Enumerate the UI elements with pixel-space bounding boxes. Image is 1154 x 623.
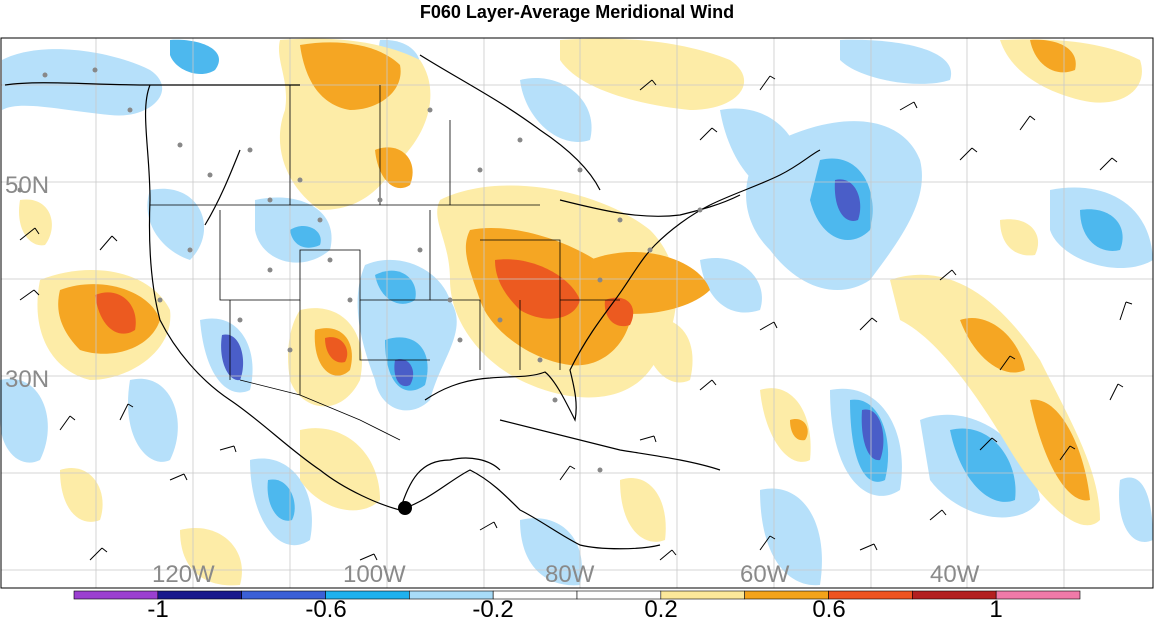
pos-region [1030,399,1090,501]
pos-region [375,147,413,189]
pos-region [560,38,745,110]
neg-region [357,259,457,411]
colorbar-swatch [912,590,997,600]
neg-region [760,488,822,586]
neg-region [1119,477,1153,542]
station-dots [17,67,703,473]
pos-region [495,259,580,319]
neg-region [1080,209,1123,251]
colorbar [73,590,1081,600]
neg-region [520,78,592,142]
political-borders [150,85,620,441]
pos-region [95,292,136,334]
neg-region [840,39,952,84]
colorbar-label-neg1: -1 [147,596,169,623]
neg-region [700,258,762,313]
coastlines [4,54,821,550]
location-marker [398,501,412,515]
map-title: F060 Layer-Average Meridional Wind [419,2,735,22]
neg-region [834,179,861,221]
pos-region [1000,219,1039,256]
neg-region [861,409,884,461]
colorbar-swatch [73,590,159,600]
neg-region [147,188,205,260]
colorbar-swatch [157,590,242,600]
pos-region [620,478,666,542]
neg-region [170,39,219,75]
neg-region [221,334,244,381]
pos-region [960,318,1025,373]
pos-region [325,337,348,363]
colorbar-label-neg02: -0.2 [472,596,514,623]
colorbar-label-1: 1 [989,596,1003,623]
lat-label-30n: 30N [5,366,49,393]
lon-label-40w: 40W [930,561,980,588]
wind-barbs [19,75,1133,561]
neg-region [267,479,295,521]
neg-region [520,518,582,586]
lon-label-60w: 60W [740,561,790,588]
graticule [1,38,1153,588]
lon-label-100w: 100W [343,561,406,588]
neg-region [2,49,163,116]
pos-region [640,318,693,383]
pos-region [790,419,808,441]
map-frame [0,37,1154,589]
pos-region [60,468,103,522]
colorbar-label-06: 0.6 [812,596,846,623]
pos-region [890,274,1100,526]
neg-region [950,428,1016,502]
pos-region [300,428,380,511]
neg-region [0,378,48,463]
pos-region [300,42,401,110]
colorbar-label-neg06: -0.6 [305,596,347,623]
lon-label-80w: 80W [545,561,595,588]
colorbar-swatch [995,590,1081,600]
pos-region [760,388,811,462]
pos-region [180,528,242,586]
wind-shading-layer [0,38,1153,586]
neg-region [128,378,178,462]
lon-label-120w: 120W [152,561,215,588]
colorbar-label-02: 0.2 [644,596,678,623]
lat-label-50n: 50N [5,172,49,199]
neg-region [290,225,321,248]
neg-region [394,359,414,387]
